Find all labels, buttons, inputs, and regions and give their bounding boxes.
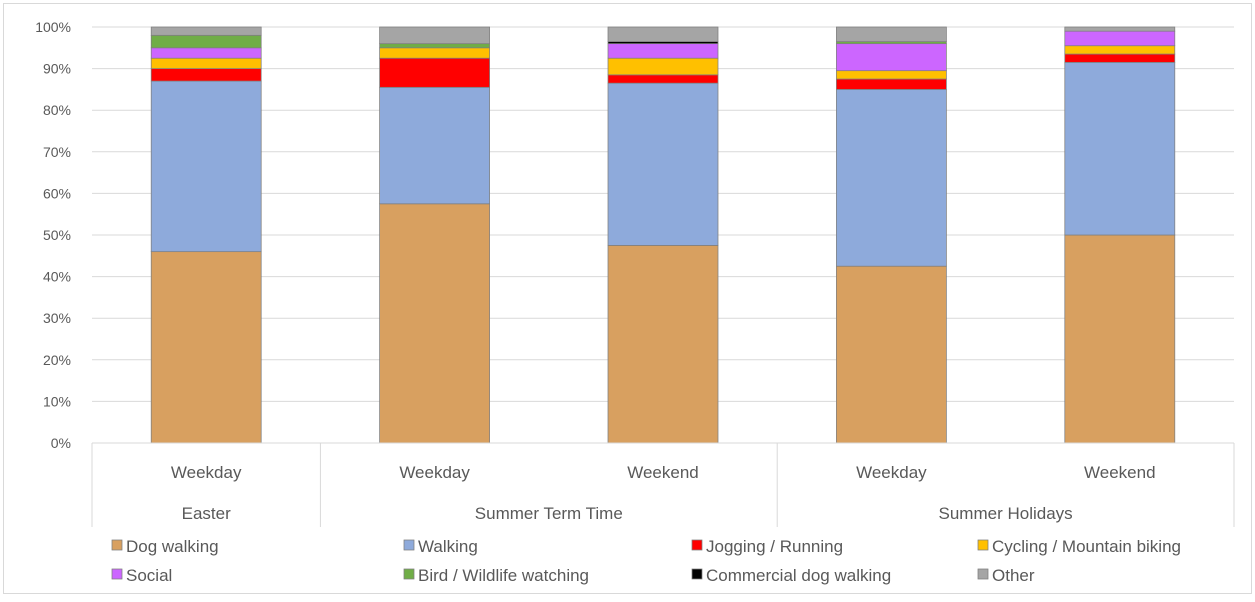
- legend: Dog walking Walking Jogging / Running Cycli…: [111, 537, 1181, 585]
- y-axis-tick-labels: 0% 10% 20% 30% 40% 50% 60% 70% 80% 90% 100%: [35, 19, 71, 451]
- legend-swatch: [691, 539, 703, 551]
- x-tick-label: Weekday: [399, 463, 470, 482]
- legend-label: Bird / Wildlife watching: [418, 566, 589, 585]
- legend-swatch: [977, 539, 989, 551]
- y-tick-label: 40%: [43, 269, 71, 285]
- legend-label: Other: [992, 566, 1035, 585]
- bar-segment: [1064, 45, 1176, 55]
- y-tick-label: 80%: [43, 102, 71, 118]
- y-tick-label: 50%: [43, 227, 71, 243]
- legend-label: Walking: [418, 537, 478, 556]
- bar-segment: [607, 82, 719, 246]
- legend-swatch: [977, 568, 989, 580]
- bar-segment: [150, 68, 262, 82]
- legend-swatch: [111, 568, 123, 580]
- bar-segment: [836, 70, 947, 80]
- x-tick-label: Weekend: [627, 463, 699, 482]
- y-tick-label: 10%: [43, 393, 71, 409]
- legend-label: Cycling / Mountain biking: [992, 537, 1181, 556]
- bar-segment: [150, 26, 262, 36]
- x-tick-label: Weekend: [1084, 463, 1156, 482]
- y-tick-label: 30%: [43, 310, 71, 326]
- x-tick-label: Weekday: [856, 463, 927, 482]
- bar-segment: [1064, 234, 1176, 444]
- bar-segment: [836, 43, 947, 72]
- legend-label: Jogging / Running: [706, 537, 843, 556]
- y-tick-label: 90%: [43, 61, 71, 77]
- bar-segment: [379, 43, 490, 49]
- bar-segment: [150, 57, 262, 69]
- bar-segment: [1064, 26, 1176, 32]
- x-group-label: Easter: [182, 504, 231, 523]
- x-axis: Weekday Easter Weekday Weekend Summer Term T…: [91, 442, 1235, 527]
- legend-label: Commercial dog walking: [706, 566, 891, 585]
- bar-segment: [150, 34, 262, 49]
- legend-swatch: [111, 539, 123, 551]
- bar-segment: [379, 86, 490, 205]
- bar-segment: [607, 26, 719, 42]
- bar-segment: [607, 43, 719, 59]
- y-tick-label: 20%: [43, 352, 71, 368]
- bar-segment: [607, 57, 719, 76]
- legend-label: Social: [126, 566, 172, 585]
- y-tick-label: 0%: [51, 435, 71, 451]
- legend-label: Dog walking: [126, 537, 219, 556]
- bar-segment: [1064, 61, 1176, 236]
- legend-swatch: [403, 568, 415, 580]
- bar-segment: [1064, 53, 1176, 63]
- bar-segment: [836, 26, 947, 42]
- legend-swatch: [403, 539, 415, 551]
- y-tick-label: 70%: [43, 144, 71, 160]
- bar-segment: [1064, 30, 1176, 47]
- bar-segment: [607, 74, 719, 84]
- x-tick-label: Weekday: [171, 463, 242, 482]
- bar-segment: [379, 47, 490, 59]
- bar-segment: [836, 78, 947, 90]
- bar-segment: [836, 265, 947, 444]
- y-tick-label: 60%: [43, 185, 71, 201]
- bar-segment: [150, 80, 262, 253]
- y-tick-label: 100%: [35, 19, 71, 35]
- bar-segment: [379, 203, 490, 444]
- bar-segment: [607, 245, 719, 444]
- x-group-label: Summer Term Time: [475, 504, 623, 523]
- bar-segment: [150, 47, 262, 59]
- bar-segment: [150, 251, 262, 444]
- bars: [150, 26, 1176, 444]
- bar-segment: [836, 89, 947, 267]
- legend-swatch: [691, 568, 703, 580]
- bar-segment: [379, 57, 490, 88]
- bar-segment: [379, 26, 490, 45]
- x-group-label: Summer Holidays: [939, 504, 1073, 523]
